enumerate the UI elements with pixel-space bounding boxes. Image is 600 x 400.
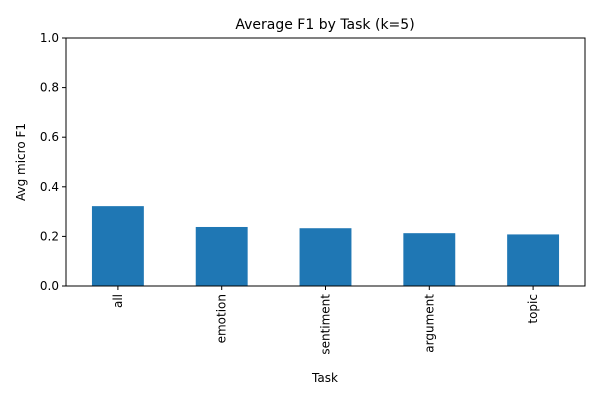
bar-argument	[403, 233, 456, 286]
y-axis-ticks: 0.0 0.2 0.4 0.6 0.8 1.0	[40, 31, 66, 293]
y-tick-label: 0.2	[40, 229, 59, 243]
bar-emotion	[195, 226, 248, 286]
y-tick-label: 0.4	[40, 180, 59, 194]
x-tick-label-argument: argument	[422, 294, 436, 353]
bar-topic	[507, 234, 560, 286]
plot-frame	[65, 37, 586, 287]
bars-group	[91, 206, 560, 286]
chart-title: Average F1 by Task (k=5)	[235, 17, 414, 33]
bar-sentiment	[299, 228, 352, 286]
x-tick-label-sentiment: sentiment	[319, 294, 333, 355]
y-tick-label: 0.0	[40, 279, 59, 293]
y-tick-label: 0.8	[40, 81, 59, 95]
x-tick-label-topic: topic	[526, 294, 540, 324]
y-axis-title: Avg micro F1	[14, 123, 28, 201]
x-tick-label-all: all	[111, 294, 125, 308]
bar-all	[91, 206, 144, 286]
y-tick-label: 0.6	[40, 130, 59, 144]
x-tick-label-emotion: emotion	[215, 294, 229, 343]
y-tick-label: 1.0	[40, 31, 59, 45]
x-axis-ticks: all emotion sentiment argument topic	[111, 286, 540, 355]
x-axis-title: Task	[311, 371, 338, 385]
